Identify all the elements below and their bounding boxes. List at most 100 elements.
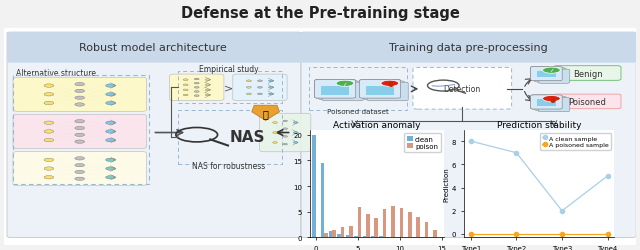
Circle shape — [106, 122, 115, 125]
Circle shape — [44, 176, 54, 179]
Circle shape — [269, 80, 273, 82]
Bar — [404, 237, 408, 238]
Circle shape — [44, 102, 54, 105]
Circle shape — [75, 90, 84, 93]
FancyBboxPatch shape — [322, 83, 364, 101]
Circle shape — [205, 80, 210, 81]
FancyBboxPatch shape — [534, 68, 566, 83]
Bar — [421, 237, 425, 238]
Circle shape — [44, 139, 54, 142]
Circle shape — [106, 93, 115, 96]
Circle shape — [75, 104, 84, 107]
Bar — [332, 230, 336, 237]
Circle shape — [195, 87, 199, 89]
Circle shape — [205, 90, 210, 91]
Bar — [358, 207, 361, 238]
Circle shape — [106, 176, 115, 179]
Bar — [337, 234, 341, 238]
Circle shape — [106, 130, 115, 134]
Circle shape — [257, 80, 262, 82]
Text: Empirical study: Empirical study — [198, 64, 258, 73]
FancyBboxPatch shape — [13, 152, 147, 186]
Text: Training data pre-processing: Training data pre-processing — [389, 43, 548, 53]
Bar — [433, 230, 436, 237]
Circle shape — [44, 122, 54, 125]
Bar — [396, 237, 399, 238]
Text: Poisoned dataset: Poisoned dataset — [327, 108, 389, 114]
A clean sample — [604, 175, 611, 178]
A poisoned sample — [467, 232, 475, 235]
Bar — [329, 231, 332, 237]
FancyBboxPatch shape — [321, 86, 349, 96]
Circle shape — [273, 122, 277, 124]
Bar — [399, 208, 403, 238]
Circle shape — [44, 158, 54, 162]
Bar — [417, 217, 420, 238]
Bar — [371, 236, 374, 238]
FancyBboxPatch shape — [233, 75, 287, 101]
FancyBboxPatch shape — [7, 33, 301, 64]
A poisoned sample — [558, 232, 566, 235]
Circle shape — [75, 164, 84, 167]
FancyBboxPatch shape — [13, 78, 147, 112]
Text: ●: ● — [550, 96, 556, 102]
Polygon shape — [252, 106, 280, 121]
Circle shape — [269, 94, 273, 95]
FancyBboxPatch shape — [366, 86, 394, 96]
FancyBboxPatch shape — [301, 33, 636, 64]
Bar — [425, 222, 428, 238]
FancyBboxPatch shape — [13, 115, 147, 149]
Bar — [391, 206, 395, 238]
FancyBboxPatch shape — [315, 80, 356, 99]
Circle shape — [44, 130, 54, 134]
FancyBboxPatch shape — [538, 70, 570, 84]
Circle shape — [195, 79, 199, 80]
Circle shape — [75, 157, 84, 160]
Circle shape — [106, 167, 115, 170]
Circle shape — [195, 83, 199, 85]
Circle shape — [75, 170, 84, 174]
Circle shape — [246, 94, 252, 95]
FancyBboxPatch shape — [315, 80, 356, 99]
Circle shape — [44, 167, 54, 170]
Legend: clean, poison: clean, poison — [404, 134, 441, 152]
Circle shape — [381, 81, 399, 87]
FancyBboxPatch shape — [531, 96, 562, 110]
Circle shape — [293, 142, 298, 144]
Circle shape — [336, 81, 354, 87]
A poisoned sample — [604, 232, 611, 235]
FancyBboxPatch shape — [7, 33, 301, 238]
Text: 🛡: 🛡 — [262, 108, 269, 118]
Circle shape — [183, 84, 188, 86]
Circle shape — [543, 96, 560, 102]
FancyBboxPatch shape — [537, 72, 556, 78]
Circle shape — [183, 90, 188, 91]
Bar — [354, 236, 358, 238]
FancyBboxPatch shape — [301, 33, 636, 238]
Bar — [362, 236, 366, 238]
Bar — [341, 227, 344, 237]
Text: Robust model architecture: Robust model architecture — [79, 43, 227, 53]
Circle shape — [75, 134, 84, 137]
Bar — [312, 135, 316, 238]
Bar — [346, 236, 349, 238]
Circle shape — [106, 158, 115, 162]
A clean sample — [467, 140, 475, 143]
Circle shape — [183, 80, 188, 81]
Circle shape — [44, 84, 54, 88]
Bar — [316, 237, 319, 238]
FancyBboxPatch shape — [554, 66, 621, 81]
Circle shape — [195, 96, 199, 97]
Bar — [388, 237, 391, 238]
Text: Alternative structure: Alternative structure — [17, 69, 97, 78]
Text: >: > — [224, 83, 233, 93]
Circle shape — [205, 95, 210, 96]
Text: ●: ● — [388, 81, 394, 87]
Circle shape — [293, 122, 298, 124]
FancyBboxPatch shape — [260, 114, 311, 152]
Circle shape — [269, 87, 273, 89]
Circle shape — [283, 136, 287, 138]
Bar — [321, 163, 324, 238]
Circle shape — [75, 120, 84, 124]
FancyBboxPatch shape — [538, 98, 570, 112]
